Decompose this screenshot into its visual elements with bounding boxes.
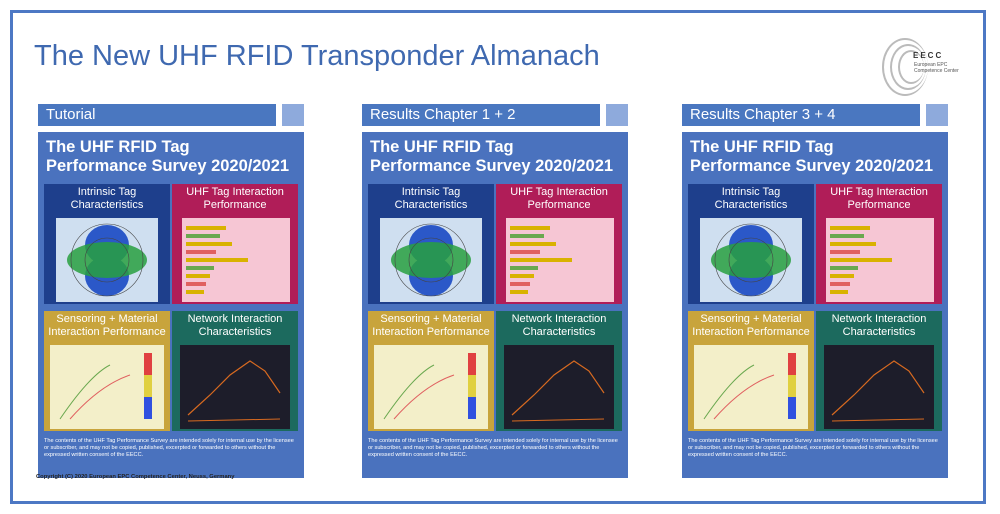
quadrant-network: Network Interaction Characteristics [816,311,942,431]
cover-image: The UHF RFID Tag Performance Survey 2020… [38,132,304,478]
panel-header: Results Chapter 1 + 2 [362,104,600,126]
polar-plot-graphic [391,223,471,297]
legal-notice: The contents of the UHF Tag Performance … [368,438,618,459]
cover-title-line2: Performance Survey 2020/2021 [690,157,934,175]
bar-thumbnail [506,218,614,302]
quadrant-label: Network Interaction Characteristics [187,313,283,338]
bar-thumbnail-graphic [186,226,248,294]
polar-plot [56,218,158,302]
quadrant-label: UHF Tag Interaction Performance [510,186,608,211]
panel-header: Results Chapter 3 + 4 [682,104,920,126]
quadrant-label: Intrinsic Tag Characteristics [394,186,468,211]
cover-title-line2: Performance Survey 2020/2021 [370,157,614,175]
bar-thumbnail [182,218,290,302]
quadrant-intrinsic: Intrinsic Tag Characteristics [688,184,814,304]
quadrant-label: Sensoring + Material Interaction Perform… [692,313,810,338]
quadrant-intrinsic: Intrinsic Tag Characteristics [368,184,494,304]
polar-plot [700,218,802,302]
cover-image: The UHF RFID Tag Performance Survey 2020… [362,132,628,478]
bar-thumbnail-graphic [510,226,572,294]
quadrant-label: Intrinsic Tag Characteristics [70,186,144,211]
quadrant-sensoring: Sensoring + Material Interaction Perform… [688,311,814,431]
logo-arc [890,44,926,90]
quadrant-sensoring: Sensoring + Material Interaction Perform… [368,311,494,431]
legal-notice: The contents of the UHF Tag Performance … [688,438,938,459]
quadrant-label: UHF Tag Interaction Performance [186,186,284,211]
legal-notice: The contents of the UHF Tag Performance … [44,438,294,459]
network-plot [824,345,934,429]
logo-arc [882,38,928,96]
quadrant-interaction: UHF Tag Interaction Performance [172,184,298,304]
eecc-logo: EECC European EPC Competence Center [880,32,960,102]
bar-thumbnail-graphic [830,226,892,294]
cover-title-line2: Performance Survey 2020/2021 [46,157,290,175]
network-plot [504,345,614,429]
sensor-plot-graphic [703,353,796,420]
network-plot [180,345,290,429]
sensor-plot [694,345,808,429]
cover-title-line1: The UHF RFID Tag [46,138,190,156]
polar-plot [380,218,482,302]
slide-title: The New UHF RFID Transponder Almanach [34,40,600,72]
network-plot-graphic [831,360,925,422]
quadrant-network: Network Interaction Characteristics [172,311,298,431]
panel-header: Tutorial [38,104,276,126]
quadrant-sensoring: Sensoring + Material Interaction Perform… [44,311,170,431]
quadrant-label: Intrinsic Tag Characteristics [714,186,788,211]
sensor-plot-graphic [383,353,476,420]
quadrant-interaction: UHF Tag Interaction Performance [496,184,622,304]
copyright-notice: Copyright (C) 2020 European EPC Competen… [36,474,235,480]
quadrant-label: Sensoring + Material Interaction Perform… [48,313,166,338]
quadrant-label: Network Interaction Characteristics [831,313,927,338]
cover-image: The UHF RFID Tag Performance Survey 2020… [682,132,948,478]
network-plot-graphic [187,360,281,422]
cover-title-line1: The UHF RFID Tag [370,138,514,156]
logo-subtitle: European EPC Competence Center [914,62,959,74]
sensor-plot-graphic [59,353,152,420]
polar-plot-graphic [67,223,147,297]
logo-arc [898,50,924,84]
quadrant-label: UHF Tag Interaction Performance [830,186,928,211]
cover-title-line1: The UHF RFID Tag [690,138,834,156]
sensor-plot [374,345,488,429]
cover-title: The UHF RFID Tag Performance Survey 2020… [370,138,613,176]
network-plot-graphic [511,360,605,422]
header-square [282,104,304,126]
cover-title: The UHF RFID Tag Performance Survey 2020… [690,138,933,176]
header-square [606,104,628,126]
quadrant-interaction: UHF Tag Interaction Performance [816,184,942,304]
logo-name: EECC [913,51,944,60]
cover-title: The UHF RFID Tag Performance Survey 2020… [46,138,289,176]
sensor-plot [50,345,164,429]
quadrant-label: Network Interaction Characteristics [511,313,607,338]
bar-thumbnail [826,218,934,302]
header-square [926,104,948,126]
quadrant-network: Network Interaction Characteristics [496,311,622,431]
quadrant-label: Sensoring + Material Interaction Perform… [372,313,490,338]
polar-plot-graphic [711,223,791,297]
quadrant-intrinsic: Intrinsic Tag Characteristics [44,184,170,304]
